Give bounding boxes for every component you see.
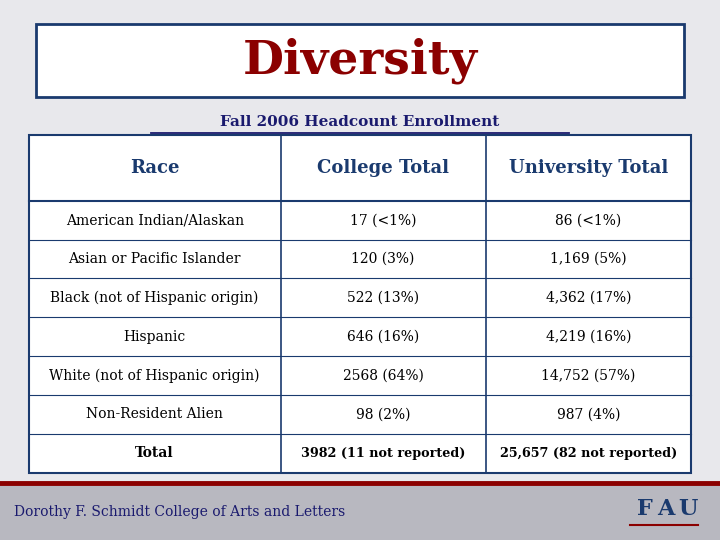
Text: White (not of Hispanic origin): White (not of Hispanic origin) xyxy=(50,368,260,383)
Text: Race: Race xyxy=(130,159,179,177)
Text: 14,752 (57%): 14,752 (57%) xyxy=(541,368,636,382)
Text: American Indian/Alaskan: American Indian/Alaskan xyxy=(66,213,243,227)
Text: 4,219 (16%): 4,219 (16%) xyxy=(546,329,631,343)
FancyBboxPatch shape xyxy=(29,135,691,472)
Text: College Total: College Total xyxy=(318,159,449,177)
Text: 120 (3%): 120 (3%) xyxy=(351,252,415,266)
Text: 98 (2%): 98 (2%) xyxy=(356,407,410,421)
Text: 522 (13%): 522 (13%) xyxy=(347,291,419,305)
Text: University Total: University Total xyxy=(509,159,668,177)
Text: F: F xyxy=(636,498,652,520)
FancyBboxPatch shape xyxy=(36,24,684,97)
Text: 646 (16%): 646 (16%) xyxy=(347,329,419,343)
Text: Diversity: Diversity xyxy=(243,37,477,84)
Text: 86 (<1%): 86 (<1%) xyxy=(555,213,621,227)
Text: Fall 2006 Headcount Enrollment: Fall 2006 Headcount Enrollment xyxy=(220,114,500,129)
Text: 17 (<1%): 17 (<1%) xyxy=(350,213,416,227)
Text: Dorothy F. Schmidt College of Arts and Letters: Dorothy F. Schmidt College of Arts and L… xyxy=(14,505,346,518)
Text: 4,362 (17%): 4,362 (17%) xyxy=(546,291,631,305)
Text: Non-Resident Alien: Non-Resident Alien xyxy=(86,407,223,421)
Text: Black (not of Hispanic origin): Black (not of Hispanic origin) xyxy=(50,291,259,305)
Text: 3982 (11 not reported): 3982 (11 not reported) xyxy=(301,447,465,460)
Text: U: U xyxy=(678,498,697,520)
Text: 25,657 (82 not reported): 25,657 (82 not reported) xyxy=(500,447,677,460)
Text: Asian or Pacific Islander: Asian or Pacific Islander xyxy=(68,252,241,266)
Text: Total: Total xyxy=(135,446,174,460)
Text: A: A xyxy=(657,498,675,520)
Text: 1,169 (5%): 1,169 (5%) xyxy=(550,252,627,266)
Text: 2568 (64%): 2568 (64%) xyxy=(343,368,423,382)
FancyBboxPatch shape xyxy=(0,483,720,540)
Text: 987 (4%): 987 (4%) xyxy=(557,407,620,421)
Text: Hispanic: Hispanic xyxy=(124,329,186,343)
